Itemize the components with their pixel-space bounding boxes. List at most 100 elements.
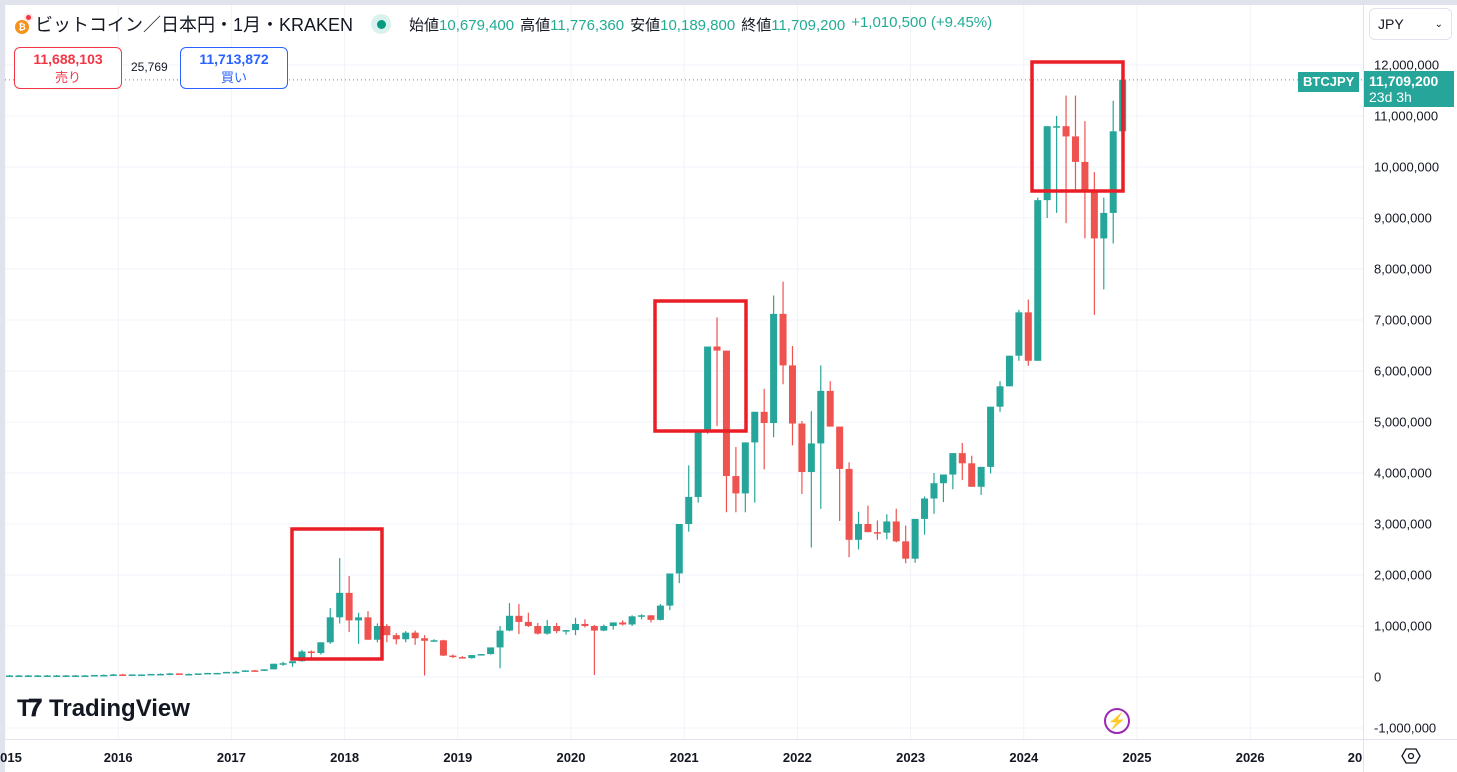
candle (24, 674, 32, 677)
candle (694, 432, 702, 503)
lightning-event-icon[interactable]: ⚡ (1104, 708, 1130, 734)
time-axis[interactable]: 015 2016 2017 2018 2019 2020 2021 2022 2023 2024 2… (0, 739, 1363, 772)
candle (458, 656, 466, 659)
candle (213, 672, 221, 675)
sell-price: 11,688,103 (33, 50, 103, 67)
candle (53, 674, 61, 677)
candle (505, 603, 513, 632)
chevron-down-icon: ⌄ (1434, 18, 1443, 30)
candle (524, 612, 532, 628)
candle (864, 505, 872, 533)
candlestick-chart[interactable] (5, 5, 1363, 739)
candle (326, 608, 334, 644)
candle (439, 639, 447, 657)
time-tick: 2023 (896, 750, 926, 765)
candle (364, 611, 372, 640)
ohlc-values: 始値10,679,400 高値11,776,360 安値10,189,800 終… (409, 14, 992, 35)
price-tick: 9,000,000 (1374, 210, 1432, 226)
time-tick: 2024 (1009, 750, 1039, 765)
buy-price: 11,713,872 (199, 50, 269, 67)
candle (109, 673, 117, 676)
symbol-legend: ₿ ビットコイン／日本円・1月・KRAKEN 始値10,679,400 高値11… (15, 11, 992, 37)
candle (1043, 126, 1051, 218)
close-label: 終値 (741, 16, 772, 34)
sell-label: 売り (54, 69, 81, 85)
high-value: 11,776,360 (550, 16, 625, 34)
candle (704, 346, 712, 434)
market-open-status-icon[interactable] (371, 14, 392, 34)
candle (741, 442, 749, 513)
candle (43, 674, 51, 677)
candle (798, 420, 806, 494)
candle (1081, 121, 1089, 239)
last-price: 11,709,200 (1369, 73, 1439, 89)
highlight-rectangle[interactable] (653, 299, 748, 433)
candle (619, 620, 627, 626)
price-tick: 11,000,000 (1374, 108, 1439, 124)
price-tick: 6,000,000 (1374, 363, 1432, 379)
candle (138, 674, 146, 676)
candle (826, 381, 834, 427)
time-tick: 015 (0, 750, 22, 765)
candle (81, 674, 89, 677)
candle (289, 661, 297, 667)
candle (788, 346, 796, 446)
candle (1071, 95, 1079, 193)
tradingview-logo-icon: T𝟕 (17, 695, 42, 722)
candle (590, 624, 598, 675)
currency-select[interactable]: JPY ⌄ (1369, 8, 1452, 40)
candle (873, 520, 881, 540)
highlight-rectangle[interactable] (290, 527, 384, 661)
candle (6, 674, 14, 677)
tradingview-logo[interactable]: T𝟕 TradingView (17, 695, 190, 723)
low-label: 安値 (630, 16, 661, 34)
time-tick: 2025 (1122, 750, 1152, 765)
candle (572, 617, 580, 636)
price-tick: 3,000,000 (1374, 516, 1432, 532)
candle (1005, 355, 1013, 387)
price-tick: 8,000,000 (1374, 261, 1432, 277)
symbol-title[interactable]: ビットコイン／日本円・1月・KRAKEN (35, 15, 354, 35)
chart-settings-button[interactable] (1363, 739, 1457, 772)
candle (468, 655, 476, 659)
candle (1100, 197, 1108, 290)
highlight-rectangle[interactable] (1030, 60, 1125, 193)
candle (251, 669, 259, 672)
price-tick: 5,000,000 (1374, 414, 1432, 430)
sell-button[interactable]: 11,688,103 売り (14, 47, 122, 89)
candle (279, 661, 287, 666)
candle (987, 406, 995, 474)
candle (638, 614, 646, 620)
time-tick: 2020 (556, 750, 586, 765)
candle (392, 633, 400, 645)
candle (562, 630, 570, 635)
candle (317, 642, 325, 655)
spread-value: 25,769 (131, 60, 168, 74)
candle (119, 673, 127, 676)
open-value: 10,679,400 (439, 16, 515, 34)
price-tick: -1,000,000 (1374, 720, 1437, 736)
candle (128, 674, 136, 676)
buy-button[interactable]: 11,713,872 買い (180, 47, 288, 89)
candle (845, 462, 853, 558)
candle (241, 670, 249, 672)
candle (647, 615, 655, 623)
chart-pane[interactable]: ₿ ビットコイン／日本円・1月・KRAKEN 始値10,679,400 高値11… (5, 5, 1363, 739)
candle (760, 388, 768, 470)
candle (770, 295, 778, 438)
time-tick: 2019 (443, 750, 473, 765)
candle (383, 623, 391, 643)
candle (600, 624, 608, 632)
time-tick: 2017 (216, 750, 246, 765)
price-tick: 1,000,000 (1374, 618, 1432, 634)
bar-countdown: 23d 3h (1369, 89, 1412, 105)
candle (921, 496, 929, 535)
currency-value: JPY (1378, 16, 1404, 32)
candle (949, 453, 957, 490)
price-axis[interactable]: JPY ⌄ 11,709,200 23d 3h 12,000,000 11,000… (1363, 5, 1457, 739)
chart-frame: ₿ ビットコイン／日本円・1月・KRAKEN 始値10,679,400 高値11… (0, 5, 1457, 772)
candle (496, 626, 504, 669)
candle (628, 615, 636, 626)
low-value: 10,189,800 (660, 16, 736, 34)
candle (90, 674, 98, 677)
